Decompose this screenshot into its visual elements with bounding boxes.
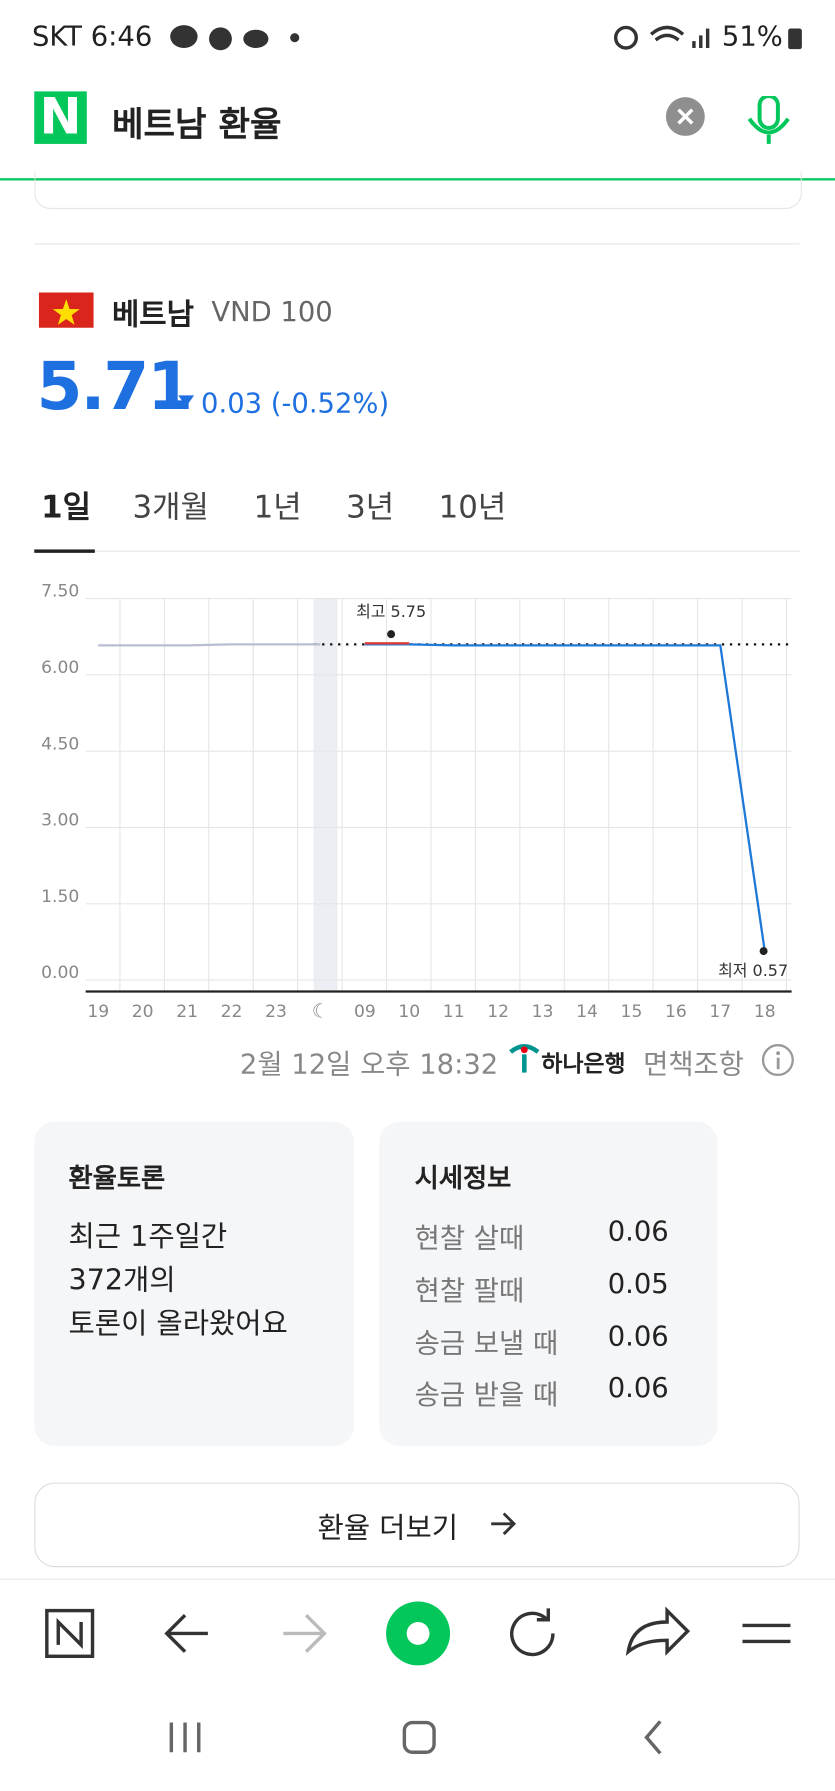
quote-label: 송금 받을 때 xyxy=(414,1378,559,1411)
arrow-icon xyxy=(491,1512,517,1536)
discussion-card[interactable] xyxy=(34,1121,355,1447)
system-back[interactable] xyxy=(644,1720,662,1755)
voice-button[interactable] xyxy=(747,95,790,144)
search-divider xyxy=(0,178,835,181)
battery-level: 51% xyxy=(721,20,783,53)
card-title: 환율토론 xyxy=(68,1163,166,1194)
timestamp: 2월 12일 오후 18:32 xyxy=(239,1048,499,1081)
x-tick-label: 13 xyxy=(532,1002,554,1022)
partial-card xyxy=(34,171,802,210)
divider xyxy=(34,243,800,245)
exchange-rate: 5.71 xyxy=(36,347,194,425)
x-tick-label: 12 xyxy=(487,1002,509,1022)
tab-indicator xyxy=(34,549,95,553)
more-button-label: 환율 더보기 xyxy=(317,1511,458,1545)
card-text: 토론이 올라왔어요 xyxy=(68,1306,288,1340)
tab[interactable]: 3년 xyxy=(346,490,395,526)
y-tick-label: 0.00 xyxy=(41,963,79,983)
bank-logo xyxy=(509,1044,540,1073)
night-band xyxy=(313,598,338,992)
x-tick-label: 09 xyxy=(354,1002,376,1022)
tab[interactable]: 1일 xyxy=(41,490,91,526)
back-button[interactable] xyxy=(164,1613,208,1653)
quote-label: 송금 보낼 때 xyxy=(414,1327,559,1360)
vietnam-flag xyxy=(38,292,94,328)
rate-change: 0.03 (-0.52%) xyxy=(201,387,390,420)
x-tick-label: 11 xyxy=(443,1002,465,1022)
y-tick-label: 1.50 xyxy=(41,887,79,907)
naver-logo[interactable]: N xyxy=(34,91,87,144)
status-time: SKT 6:46 xyxy=(31,20,153,53)
home-button[interactable] xyxy=(402,1720,436,1754)
x-tick-label: 15 xyxy=(621,1002,643,1022)
card-text: 372개의 xyxy=(68,1263,176,1297)
price-line xyxy=(364,643,766,952)
y-tick-label: 4.50 xyxy=(41,734,79,754)
y-tick-label: 6.00 xyxy=(41,658,79,678)
clear-button[interactable] xyxy=(665,97,705,136)
disclaimer[interactable]: 면책조항 xyxy=(643,1048,744,1081)
refresh-button[interactable] xyxy=(510,1608,555,1657)
battery-icon xyxy=(788,28,802,50)
card-title: 시세정보 xyxy=(414,1163,512,1194)
quote-value: 0.06 xyxy=(607,1320,669,1353)
x-tick-label: 17 xyxy=(709,1002,731,1022)
x-tick-label: 16 xyxy=(665,1002,687,1022)
card-text: 최근 1주일간 xyxy=(68,1219,228,1254)
quote-value: 0.06 xyxy=(607,1371,669,1404)
x-tick-label: 18 xyxy=(754,1002,776,1022)
search-actions xyxy=(665,95,790,144)
x-tick-label: 23 xyxy=(265,1002,287,1022)
x-tick-label: 21 xyxy=(176,1002,198,1022)
x-tick-label: 14 xyxy=(576,1002,598,1022)
x-tick-label: 20 xyxy=(132,1002,154,1022)
info-icon[interactable] xyxy=(761,1043,795,1077)
tab[interactable]: 1년 xyxy=(253,490,302,526)
x-tick-label: 10 xyxy=(398,1002,420,1022)
forward-button[interactable] xyxy=(283,1613,327,1653)
recent-apps[interactable] xyxy=(169,1722,201,1753)
high-marker xyxy=(387,630,396,639)
home-n-button[interactable] xyxy=(45,1608,95,1659)
search-query[interactable]: 베트남 환율 xyxy=(111,105,282,146)
y-tick-label: 3.00 xyxy=(41,811,79,831)
system-icons xyxy=(613,25,710,50)
down-arrow xyxy=(178,395,195,407)
low-marker xyxy=(759,947,768,956)
toolbar-divider xyxy=(0,1578,835,1580)
status-icons xyxy=(170,25,300,51)
bank-name: 하나은행 xyxy=(541,1049,626,1078)
y-tick-label: 7.50 xyxy=(41,582,79,602)
x-tick-label: 22 xyxy=(221,1002,243,1022)
tab[interactable]: 3개월 xyxy=(132,490,209,526)
quote-value: 0.06 xyxy=(607,1215,669,1248)
tab-divider xyxy=(34,550,800,552)
share-button[interactable] xyxy=(625,1606,691,1656)
price-line xyxy=(98,643,321,647)
menu-button[interactable] xyxy=(742,1623,791,1644)
currency-name: 베트남 xyxy=(111,298,194,333)
quote-label: 현찰 살때 xyxy=(414,1222,525,1255)
bottom-bars xyxy=(45,1601,791,1755)
more-button[interactable] xyxy=(34,1482,800,1568)
quote-label: 현찰 팔때 xyxy=(414,1274,525,1307)
chart: 0.00 1.50 3.00 4.50 6.00 7.50 19 20 21 22 23 ☾ 09 10 1… xyxy=(41,582,792,1023)
quote-value: 0.05 xyxy=(607,1267,669,1300)
x-tick-label: 19 xyxy=(87,1002,109,1022)
green-dot-button[interactable] xyxy=(386,1601,451,1666)
currency-unit: VND 100 xyxy=(211,295,333,328)
tab[interactable]: 10년 xyxy=(438,490,507,526)
annotation: 최저 0.57 xyxy=(718,961,788,980)
quotes-card xyxy=(379,1121,718,1447)
annotation: 최고 5.75 xyxy=(356,602,426,621)
night-icon: ☾ xyxy=(312,1000,329,1023)
